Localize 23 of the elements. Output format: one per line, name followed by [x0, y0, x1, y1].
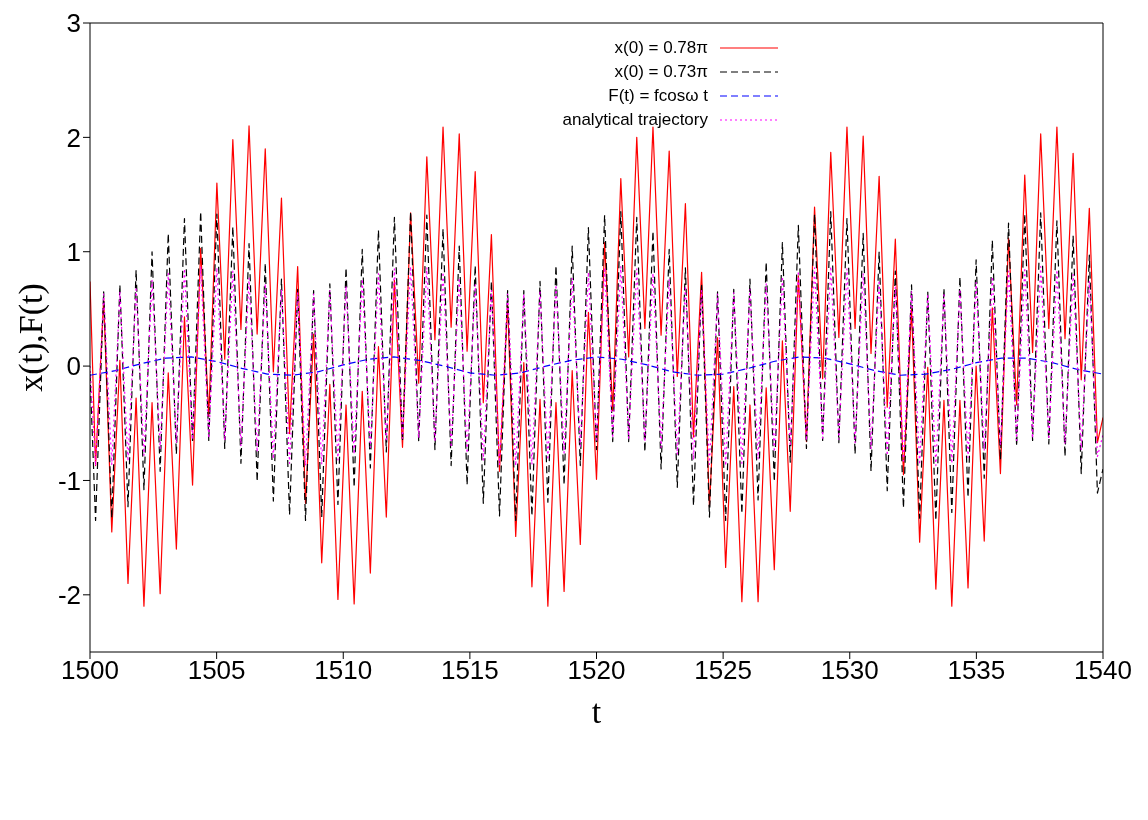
legend-label: x(0) = 0.78π — [614, 38, 708, 58]
y-tick-label: -1 — [57, 465, 81, 496]
x-tick-label: 1520 — [567, 655, 626, 686]
y-tick-label: 2 — [66, 122, 81, 153]
x-tick-label: 1515 — [440, 655, 499, 686]
x-tick-label: 1525 — [694, 655, 753, 686]
legend-label: analytical trajectory — [562, 110, 708, 130]
x-axis-title: t — [591, 693, 602, 730]
y-axis-title: x(t),F(t) — [12, 283, 51, 392]
x-tick-label: 1510 — [314, 655, 373, 686]
y-tick-label: 0 — [66, 351, 81, 382]
legend-label: F(t) = fcosω t — [608, 86, 708, 106]
line-series — [90, 266, 1103, 467]
legend-label: x(0) = 0.73π — [614, 62, 708, 82]
x-tick-label: 1540 — [1074, 655, 1132, 686]
x-tick-label: 1500 — [61, 655, 119, 686]
y-tick-label: 3 — [66, 8, 81, 39]
x-tick-label: 1535 — [947, 655, 1006, 686]
y-tick-label: 1 — [66, 236, 81, 267]
x-tick-label: 1530 — [820, 655, 879, 686]
line-series — [90, 356, 1103, 376]
x-tick-label: 1505 — [187, 655, 246, 686]
y-tick-label: -2 — [57, 580, 81, 611]
